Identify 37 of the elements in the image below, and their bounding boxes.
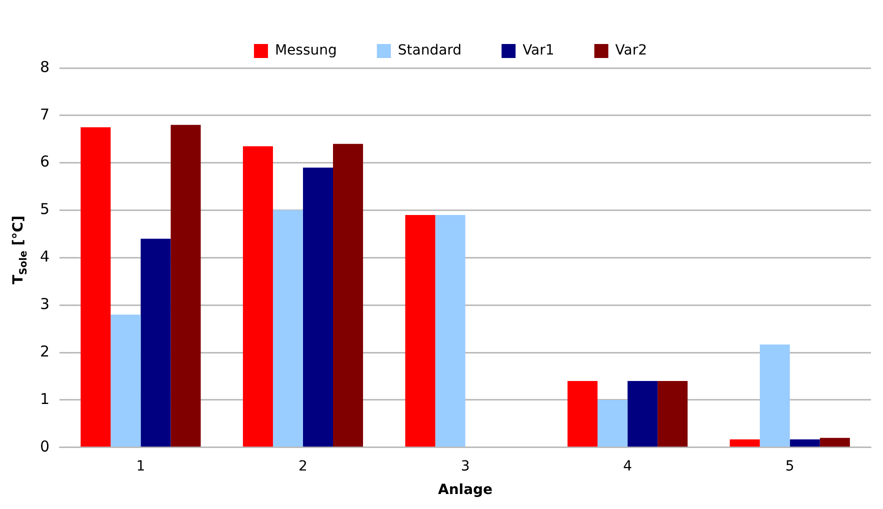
x-tick-label: 3 <box>460 458 470 474</box>
y-tick-label: 4 <box>40 248 50 266</box>
bar <box>628 381 658 447</box>
bar <box>820 438 850 447</box>
bar <box>405 215 436 447</box>
bar <box>435 215 466 447</box>
y-tick-label: 6 <box>40 152 50 171</box>
bar <box>140 238 171 447</box>
y-tick-label: 3 <box>40 295 50 314</box>
y-tick-label: 2 <box>40 342 50 360</box>
bar <box>272 210 303 447</box>
legend-label: Var2 <box>615 42 648 59</box>
y-tick-label: 7 <box>40 105 50 124</box>
legend-label: Var1 <box>522 42 554 59</box>
bar <box>598 400 628 447</box>
x-tick-label: 2 <box>298 458 308 474</box>
x-tick-label: 5 <box>785 458 794 474</box>
legend-label: Standard <box>398 42 462 59</box>
y-tick-label: 1 <box>40 390 50 408</box>
x-tick-label: 4 <box>623 458 632 474</box>
legend-label: Messung <box>274 42 337 59</box>
bar <box>333 144 364 447</box>
bar <box>790 439 820 447</box>
bar <box>110 314 141 447</box>
x-tick-label: 1 <box>136 458 146 474</box>
bar <box>568 381 598 447</box>
bar <box>760 344 790 447</box>
x-axis-title: Anlage <box>438 482 493 498</box>
bar <box>658 381 688 447</box>
bar <box>80 127 111 447</box>
bar <box>170 124 201 447</box>
y-tick-label: 5 <box>40 200 50 218</box>
bar <box>242 146 273 447</box>
bar <box>302 168 334 447</box>
bar <box>730 439 760 447</box>
y-tick-label: 0 <box>40 437 50 456</box>
y-tick-label: 8 <box>40 58 50 76</box>
